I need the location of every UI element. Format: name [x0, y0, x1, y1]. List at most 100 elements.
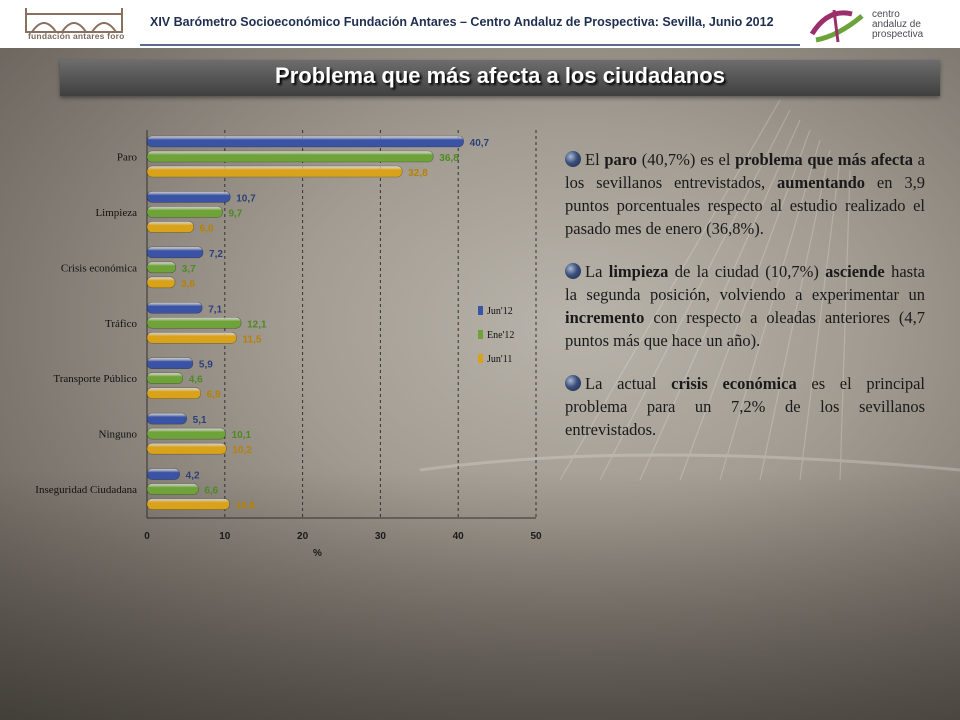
right-logo-line-3: prospectiva [872, 29, 924, 40]
bar [146, 357, 194, 370]
category-label: Ninguno [99, 429, 138, 441]
bar-value-label: 9,7 [228, 208, 242, 219]
bar-value-label: 4,6 [189, 375, 203, 386]
legend-swatch [478, 330, 483, 339]
bullet-emphasis: aumentando [777, 173, 866, 192]
legend-label: Ene'12 [487, 330, 514, 341]
bar-value-label: 12,1 [247, 319, 267, 330]
bullet-text: a los sevillanos entrevistados, [565, 150, 925, 192]
bullet-text: hasta la segunda posición, volviendo a e… [565, 262, 926, 304]
title-band [60, 60, 940, 96]
bar-value-label: 10,2 [232, 445, 252, 456]
x-tick-label: 30 [375, 531, 387, 542]
bar [146, 246, 204, 259]
bar-value-label: 6,9 [207, 390, 221, 401]
category-label: Transporte Público [53, 373, 137, 385]
bar [146, 165, 403, 178]
commentary-list: El paro (40,7%) es el problema que más a… [565, 148, 925, 461]
header-title: XIV Barómetro Socioeconómico Fundación A… [150, 15, 774, 29]
category-label: Crisis económica [61, 262, 137, 274]
bar [146, 150, 434, 163]
bar [146, 442, 227, 455]
bar [146, 498, 230, 510]
x-tick-label: 10 [219, 531, 231, 542]
bullet-emphasis: limpieza [608, 262, 669, 281]
bar-value-label: 7,2 [209, 249, 223, 260]
category-label: Inseguridad Ciudadana [35, 484, 137, 496]
bullet-text: con respecto a oleadas anteriores (4,7 p… [565, 308, 925, 350]
bar-value-label: 10,6 [235, 501, 255, 512]
bar-value-label: 5,1 [193, 415, 207, 426]
bullet-text: en 3,9 puntos porcentuales respecto al e… [565, 173, 925, 238]
bar [146, 427, 226, 440]
bar-value-label: 32,8 [408, 168, 428, 179]
header-bar [0, 0, 960, 48]
bullet-text: La [585, 262, 609, 281]
bar [146, 135, 464, 148]
legend-label: Jun'11 [487, 354, 512, 365]
bar-value-label: 10,7 [236, 193, 256, 204]
bar-value-label: 3,7 [182, 264, 196, 275]
bar-value-label: 3,6 [181, 279, 195, 290]
background-shade [0, 470, 960, 720]
bullet-icon [565, 263, 581, 279]
x-axis-label: % [313, 548, 322, 559]
bullet-text: de la ciudad (10,7%) [668, 262, 826, 281]
header-divider [140, 44, 800, 46]
right-logo-line-1: centro [872, 9, 900, 20]
right-logo-line-2: andaluz de [872, 19, 921, 30]
bar-value-label: 11,5 [242, 334, 261, 345]
bullet-emphasis: asciende [825, 262, 885, 281]
slide-title: Problema que más afecta a los ciudadanos [275, 63, 725, 88]
bar-value-label: 7,1 [208, 304, 222, 315]
category-label: Tráfico [105, 318, 137, 330]
x-tick-label: 40 [453, 531, 465, 542]
bar-value-label: 10,1 [232, 430, 252, 441]
category-label: Paro [117, 152, 138, 164]
bar [146, 372, 184, 385]
bar [146, 191, 231, 203]
legend-swatch [478, 354, 483, 363]
bullet-text: (40,7%) es el [637, 150, 736, 169]
commentary-bullet: El paro (40,7%) es el problema que más a… [565, 148, 925, 240]
x-tick-label: 20 [297, 531, 309, 542]
bar-value-label: 5,9 [199, 360, 213, 371]
bullet-text: El [585, 150, 605, 169]
bar [146, 387, 201, 400]
bar [146, 261, 177, 274]
legend-label: Jun'12 [487, 306, 513, 317]
bullet-icon [565, 151, 581, 167]
bullet-emphasis: incremento [565, 308, 645, 327]
bullet-icon [565, 375, 581, 391]
bullet-emphasis: crisis económica [671, 374, 797, 393]
category-label: Limpieza [95, 207, 137, 219]
bar-value-label: 6,6 [204, 486, 218, 497]
bar [146, 316, 242, 329]
x-tick-label: 0 [144, 531, 150, 542]
legend-swatch [478, 306, 483, 315]
bar [146, 301, 203, 314]
centro-andaluz-prospectiva-logo [809, 9, 864, 43]
bar [146, 331, 237, 344]
x-tick-label: 50 [530, 531, 542, 542]
bullet-emphasis: problema que más afecta [735, 150, 913, 169]
bar [146, 206, 223, 218]
left-logo-text: fundación antares foro [28, 31, 125, 41]
bar [146, 412, 187, 425]
bar-value-label: 36,8 [439, 153, 459, 164]
bullet-text: La actual [585, 374, 672, 393]
bullet-text: es el principal problema para un 7,2% de… [565, 374, 926, 439]
commentary-bullet: La limpieza de la ciudad (10,7%) asciend… [565, 260, 925, 352]
bar-value-label: 4,2 [186, 471, 200, 482]
commentary-bullet: La actual crisis económica es el princip… [565, 372, 925, 441]
bar [146, 468, 180, 480]
bar [146, 483, 199, 495]
bar-value-label: 40,7 [470, 138, 490, 149]
bar [146, 276, 176, 289]
bar-value-label: 6,0 [200, 223, 214, 234]
fundacion-antares-logo [25, 8, 123, 33]
bullet-emphasis: paro [604, 150, 638, 169]
bar [146, 221, 194, 233]
